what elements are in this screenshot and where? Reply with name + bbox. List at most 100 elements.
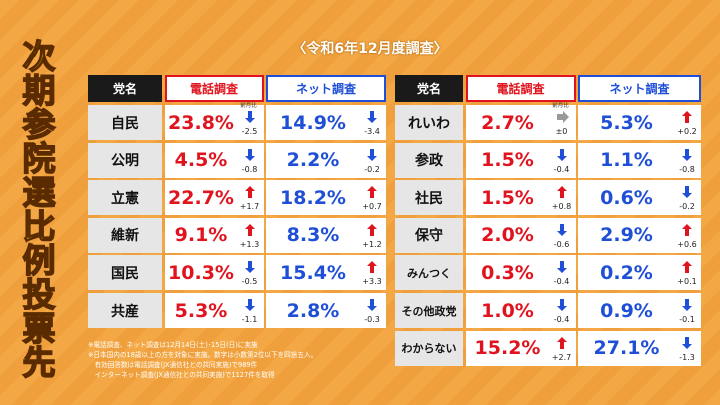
header-text: 電話調査: [189, 82, 238, 96]
value-cell: 10.3% -0.5: [164, 255, 264, 291]
change-value: -0.6: [553, 239, 570, 249]
header-text: 党名: [112, 82, 137, 96]
change-arrow: [367, 261, 377, 274]
percent-value: 15.4%: [280, 261, 346, 284]
percent-value: 2.7%: [481, 111, 534, 134]
percent-value: 0.6%: [600, 186, 653, 209]
percent-value: 8.3%: [286, 224, 340, 247]
header-text: 党名: [416, 82, 441, 96]
value-cell: 15.4% +3.3: [266, 255, 386, 291]
footnotes: ※電話調査、ネット調査は12月14日(土)･15日(日)に実施 ※日本国内の18歳…: [88, 340, 388, 380]
change-value: ±0: [555, 127, 568, 137]
change-arrow: [556, 111, 569, 123]
percent-value: 5.3%: [174, 299, 228, 322]
value-cell: 2.9% +0.6: [578, 217, 701, 253]
change-value: -0.1: [679, 315, 695, 325]
change-arrow: [244, 299, 255, 311]
value-cell: 0.9% -0.1: [578, 293, 701, 329]
change-value: +0.6: [677, 239, 697, 249]
change-arrow: [682, 299, 692, 311]
change-value: -0.4: [553, 164, 570, 174]
percent-value: 23.8%: [168, 111, 234, 134]
value-cell: 1.5% +0.8: [465, 180, 576, 216]
change-value: -0.8: [241, 164, 258, 174]
percent-value: 0.2%: [600, 261, 653, 284]
change-arrow: [682, 186, 692, 199]
party-cell: 保守: [395, 217, 463, 253]
value-cell: 1.0% -0.4: [465, 293, 576, 329]
change-arrow: [556, 223, 567, 236]
party-cell: 公明: [88, 142, 162, 178]
value-cell: 27.1% -1.3: [578, 330, 701, 366]
percent-value: 0.9%: [600, 299, 653, 322]
value-cell: 22.7% +1.7: [164, 180, 264, 216]
change-value: -1.3: [679, 352, 695, 362]
value-cell: 2.2% -0.2: [266, 142, 386, 178]
party-cell: その他政党: [395, 293, 463, 329]
vertical-title: 次期参院選比例投票先: [16, 38, 57, 380]
percent-value: 15.2%: [474, 337, 541, 360]
change-arrow: [367, 299, 377, 311]
change-value: +3.3: [362, 277, 382, 287]
value-cell: 1.5% -0.4: [465, 142, 576, 178]
change-value: -0.4: [553, 277, 570, 287]
percent-value: 1.5%: [481, 186, 534, 209]
value-cell: 4.5% -0.8: [164, 142, 264, 178]
header-cell: ネット調査: [266, 75, 386, 102]
percent-value: 10.3%: [168, 261, 234, 284]
percent-value: 2.8%: [286, 299, 340, 322]
value-cell: 0.6% -0.2: [578, 180, 701, 216]
change-arrow: [556, 336, 567, 349]
change-value: -0.2: [679, 202, 695, 212]
party-cell: 維新: [88, 217, 162, 253]
value-cell: 2.7% ±0: [465, 105, 576, 141]
value-cell: 2.8% -0.3: [266, 293, 386, 329]
percent-value: 2.0%: [481, 224, 534, 247]
change-arrow: [367, 111, 377, 123]
value-cell: 8.3% +1.2: [266, 217, 386, 253]
value-cell: 23.8% -2.5: [164, 105, 264, 141]
value-cell: 18.2% +0.7: [266, 180, 386, 216]
change-value: +0.1: [677, 277, 697, 287]
header-cell: 電話調査: [465, 75, 576, 102]
change-arrow: [682, 223, 692, 236]
header-cell: 党名: [88, 75, 162, 102]
percent-value: 18.2%: [280, 186, 346, 209]
footnote-line: ※日本国内の18歳以上の方を対象に実施。数字は小数第2位以下を四捨五入。: [88, 351, 318, 359]
change-arrow: [244, 261, 255, 274]
change-value: -3.4: [364, 127, 380, 137]
percent-value: 27.1%: [593, 337, 660, 360]
change-value: +0.7: [362, 202, 382, 212]
change-label: 前月比: [552, 103, 569, 109]
value-cell: 9.1% +1.3: [164, 217, 264, 253]
change-arrow: [367, 223, 377, 236]
party-cell: 国民: [88, 255, 162, 291]
percent-value: 1.5%: [481, 149, 534, 172]
percent-value: 1.0%: [481, 299, 534, 322]
change-value: -0.2: [364, 164, 380, 174]
header-cell: 党名: [395, 75, 463, 102]
change-value: -0.5: [241, 277, 258, 287]
change-arrow: [682, 336, 692, 349]
party-cell: 自民: [88, 105, 162, 141]
header-text: 電話調査: [496, 82, 545, 96]
change-value: +0.8: [551, 202, 572, 212]
footnote-line: 有効回答数は電話調査(JX通信社との共同実施)で989件: [88, 361, 258, 369]
percent-value: 9.1%: [174, 224, 228, 247]
footnote-line: インターネット調査(JX通信社との共同実施)で1127件を取得: [88, 371, 275, 379]
percent-value: 2.2%: [286, 149, 340, 172]
party-cell: 共産: [88, 293, 162, 329]
change-arrow: [367, 186, 377, 199]
header-text: ネット調査: [609, 82, 670, 96]
change-value: +1.3: [239, 239, 260, 249]
percent-value: 4.5%: [174, 149, 228, 172]
change-arrow: [244, 186, 255, 199]
change-arrow: [682, 111, 692, 123]
party-cell: 立憲: [88, 180, 162, 216]
value-cell: 14.9% -3.4: [266, 105, 386, 141]
change-arrow: [556, 261, 567, 274]
change-arrow: [244, 223, 255, 236]
percent-value: 0.3%: [481, 261, 534, 284]
percent-value: 5.3%: [600, 111, 653, 134]
